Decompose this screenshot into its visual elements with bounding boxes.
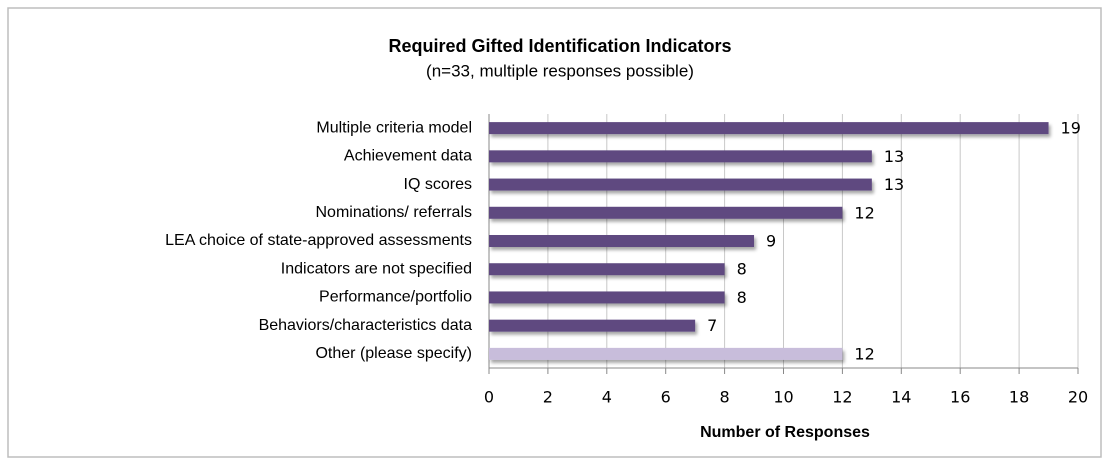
data-label: 8: [737, 288, 747, 307]
data-label: 9: [766, 232, 776, 251]
x-tick-label: 0: [484, 388, 494, 407]
data-label: 8: [737, 260, 747, 279]
bar: [489, 319, 696, 332]
bar: [489, 291, 725, 304]
chart-subtitle: (n=33, multiple responses possible): [426, 61, 694, 80]
y-tick-label: Behaviors/characteristics data: [259, 317, 473, 334]
data-label: 7: [707, 316, 717, 335]
x-tick-label: 10: [773, 388, 793, 407]
bar: [489, 122, 1049, 135]
x-tick-label: 6: [661, 388, 671, 407]
data-label: 12: [854, 203, 874, 222]
data-label: 13: [884, 147, 904, 166]
y-tick-label: LEA choice of state-approved assessments: [165, 232, 472, 249]
data-label: 12: [854, 344, 874, 363]
x-axis-label: Number of Responses: [700, 424, 870, 441]
data-label: 19: [1061, 119, 1081, 138]
bar: [489, 150, 872, 163]
bar: [489, 263, 725, 276]
bar: [489, 235, 755, 247]
chart-title: Required Gifted Identification Indicator…: [388, 36, 731, 56]
bar: [489, 347, 843, 360]
y-tick-label: IQ scores: [404, 176, 472, 193]
x-tick-label: 14: [891, 388, 911, 407]
bar: [489, 206, 843, 219]
y-tick-label: Indicators are not specified: [281, 260, 472, 277]
x-tick-label: 8: [720, 388, 730, 407]
x-tick-label: 12: [832, 388, 852, 407]
x-tick-label: 20: [1068, 388, 1088, 407]
y-tick-label: Performance/portfolio: [319, 289, 472, 306]
data-label: 13: [884, 175, 904, 194]
frame: [7, 7, 1102, 458]
y-tick-label: Achievement data: [344, 148, 472, 165]
y-tick-label: Multiple criteria model: [316, 119, 472, 136]
x-tick-label: 16: [950, 388, 970, 407]
x-tick-label: 4: [602, 388, 612, 407]
x-tick-label: 2: [543, 388, 553, 407]
y-tick-label: Nominations/ referrals: [316, 204, 473, 221]
y-tick-label: Other (please specify): [315, 345, 472, 362]
bar: [489, 178, 872, 191]
x-tick-label: 18: [1009, 388, 1029, 407]
